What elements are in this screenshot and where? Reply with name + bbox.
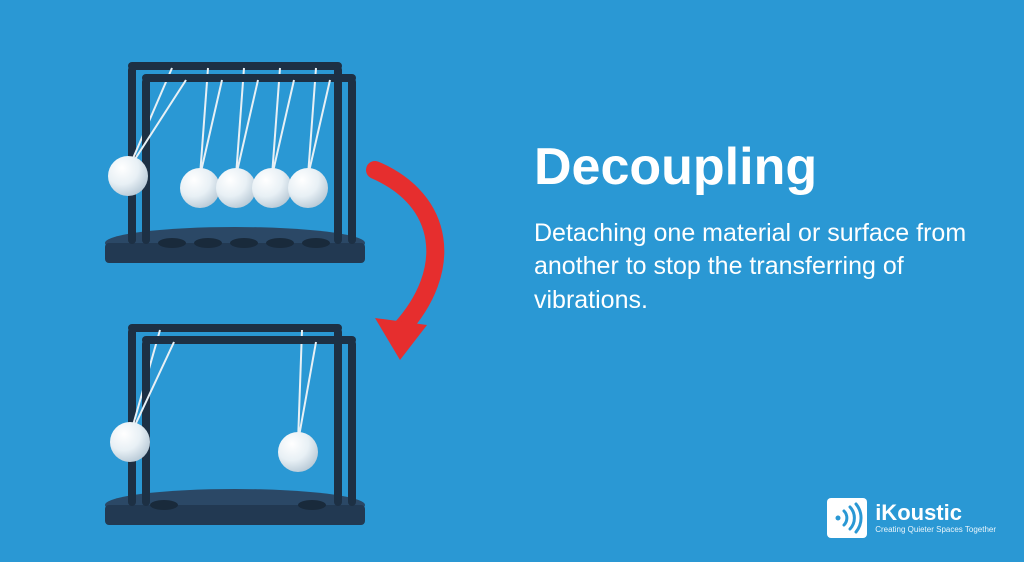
logo-mark-icon: [827, 498, 867, 538]
description: Detaching one material or surface from a…: [534, 217, 974, 318]
brand-logo: iKoustic Creating Quieter Spaces Togethe…: [827, 498, 996, 538]
logo-tagline: Creating Quieter Spaces Together: [875, 526, 996, 534]
infographic-canvas: Decoupling Detaching one material or sur…: [0, 0, 1024, 562]
newtons-cradle-decoupled: [80, 310, 390, 535]
logo-text: iKoustic Creating Quieter Spaces Togethe…: [875, 502, 996, 534]
newtons-cradle-coupled: [80, 48, 390, 273]
text-block: Decoupling Detaching one material or sur…: [534, 140, 974, 318]
heading: Decoupling: [534, 140, 974, 195]
logo-name: iKoustic: [875, 502, 996, 524]
